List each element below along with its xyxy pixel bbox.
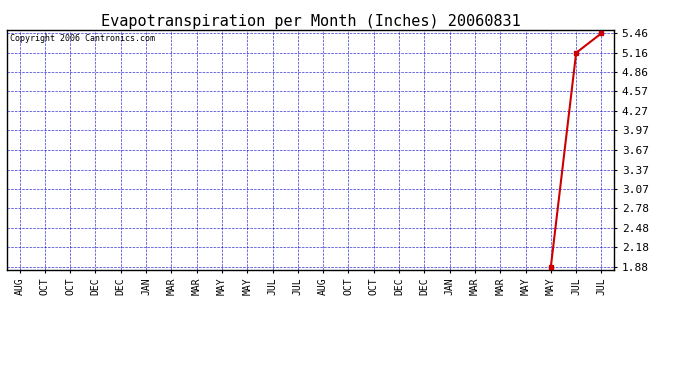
Title: Evapotranspiration per Month (Inches) 20060831: Evapotranspiration per Month (Inches) 20… — [101, 14, 520, 29]
Text: Copyright 2006 Cantronics.com: Copyright 2006 Cantronics.com — [10, 34, 155, 43]
